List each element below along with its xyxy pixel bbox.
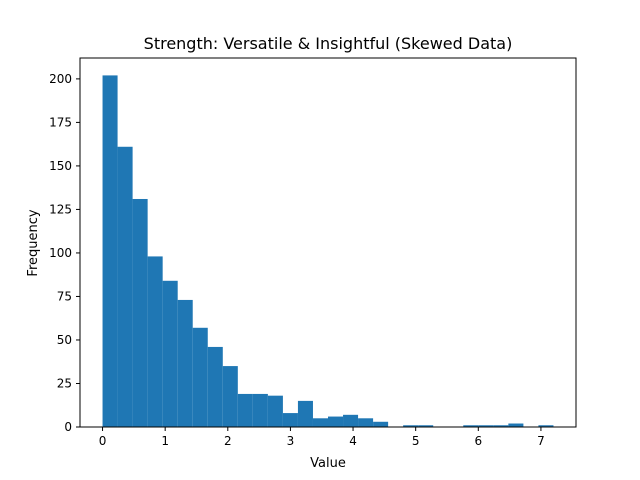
histogram-bar xyxy=(222,366,238,427)
plot-frame xyxy=(79,57,577,428)
x-tick-label: 1 xyxy=(161,434,169,448)
x-tick-label: 2 xyxy=(224,434,232,448)
y-axis-label: Frequency xyxy=(26,209,41,276)
y-tick-label: 25 xyxy=(57,376,72,390)
histogram-bar xyxy=(312,418,328,427)
x-tick-label: 4 xyxy=(349,434,357,448)
histogram-bar xyxy=(463,425,479,427)
histogram-bar xyxy=(508,423,524,427)
y-tick-label: 175 xyxy=(49,115,72,129)
y-tick-label: 200 xyxy=(49,72,72,86)
chart-title: Strength: Versatile & Insightful (Skewed… xyxy=(144,34,513,53)
histogram-bar xyxy=(162,280,178,427)
histogram-bar xyxy=(358,418,374,427)
histogram-bar xyxy=(102,75,118,427)
x-tick-label: 0 xyxy=(99,434,107,448)
histogram-bar xyxy=(207,346,223,427)
bars-layer xyxy=(102,75,554,428)
y-tick-label: 125 xyxy=(49,202,72,216)
histogram-bar xyxy=(117,146,133,428)
y-tick-label: 150 xyxy=(49,159,72,173)
histogram-bar xyxy=(373,421,389,427)
x-tick-label: 3 xyxy=(287,434,295,448)
y-tick-label: 100 xyxy=(49,246,72,260)
y-tick-label: 0 xyxy=(64,420,72,434)
histogram-bar xyxy=(493,425,509,427)
x-axis-label: Value xyxy=(310,456,346,471)
histogram-bar xyxy=(403,425,419,427)
histogram-bar xyxy=(177,299,193,427)
x-tick-label: 7 xyxy=(537,434,545,448)
histogram-bar xyxy=(267,395,283,427)
histogram-bar xyxy=(147,256,163,427)
y-tick-label: 75 xyxy=(57,289,72,303)
histogram-bar xyxy=(192,327,208,427)
histogram-bar xyxy=(478,425,494,427)
histogram-bar xyxy=(418,425,434,427)
histogram-bar xyxy=(297,400,313,427)
y-axis-ticks: 0 25 50 75 100 125 150 175 200 xyxy=(49,72,80,434)
histogram-bar xyxy=(538,425,554,427)
histogram-bar xyxy=(328,416,344,427)
x-tick-label: 6 xyxy=(474,434,482,448)
histogram-bar xyxy=(343,414,359,427)
histogram-bar xyxy=(132,198,148,427)
histogram-bar xyxy=(237,393,253,427)
histogram-bar xyxy=(282,413,298,427)
y-tick-label: 50 xyxy=(57,333,72,347)
x-tick-label: 5 xyxy=(412,434,420,448)
x-axis-ticks: 0 1 2 3 4 5 6 7 xyxy=(99,427,545,448)
histogram-bar xyxy=(252,393,268,427)
